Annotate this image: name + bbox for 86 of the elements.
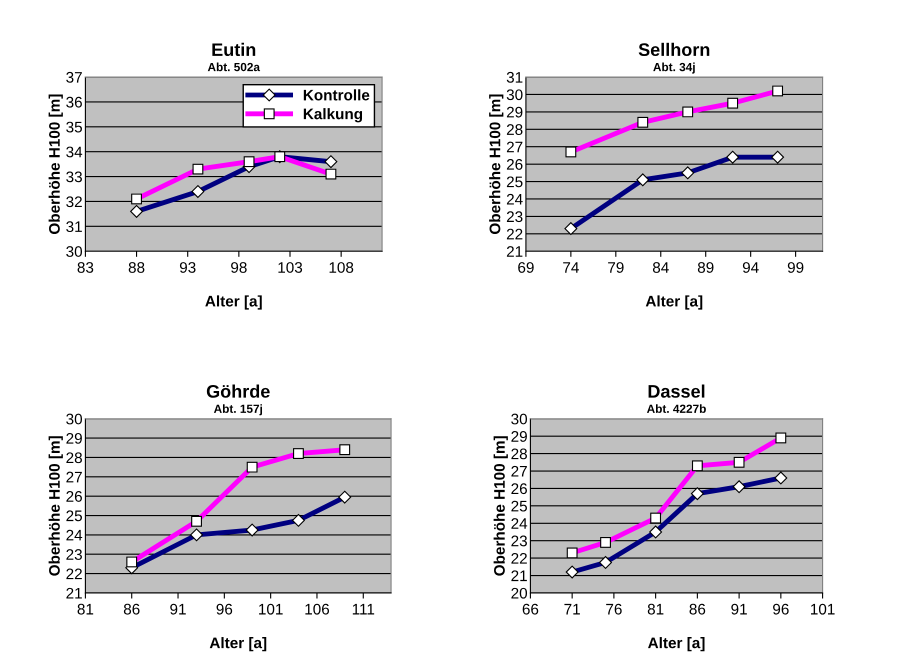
y-tick-label: 25	[506, 176, 522, 188]
chart-subtitle: Abt. 502a	[208, 62, 260, 72]
y-tick-label: 24	[511, 518, 528, 529]
legend-label: Kalkung	[304, 108, 362, 122]
x-tick-label: 86	[124, 604, 140, 615]
x-axis-title: Alter [a]	[648, 637, 705, 652]
y-tick-label: 30	[506, 89, 523, 100]
x-axis-title: Alter [a]	[205, 295, 262, 310]
x-axis-title: Alter [a]	[646, 295, 702, 310]
x-tick-label: 79	[608, 262, 624, 273]
y-tick-label: 34	[66, 146, 82, 158]
x-tick-label: 96	[773, 604, 789, 615]
y-axis-title: Oberhöhe H100 [m]	[494, 436, 508, 576]
y-tick-label: 28	[506, 124, 522, 135]
x-tick-label: 88	[128, 262, 144, 273]
y-tick-label: 26	[506, 159, 522, 170]
x-tick-label: 106	[305, 604, 330, 615]
y-tick-label: 30	[66, 414, 82, 424]
y-tick-label: 29	[66, 432, 82, 444]
legend-label: Kontrolle	[304, 89, 370, 100]
chart-title: Eutin	[212, 42, 256, 56]
y-tick-label: 27	[511, 466, 527, 477]
y-tick-label: 23	[506, 211, 522, 222]
x-tick-label: 93	[180, 262, 196, 273]
x-tick-label: 91	[170, 604, 186, 615]
x-tick-label: 83	[78, 262, 94, 273]
y-tick-label: 28	[511, 448, 527, 460]
y-axis-title: Oberhöhe H100 [m]	[489, 94, 504, 234]
x-axis-title: Alter [a]	[210, 637, 266, 652]
x-tick-label: 74	[563, 262, 579, 273]
x-tick-label: 66	[522, 604, 538, 615]
chart-title: Göhrde	[206, 384, 270, 398]
x-tick-label: 108	[330, 262, 354, 273]
x-tick-label: 96	[216, 604, 232, 615]
y-tick-label: 37	[66, 72, 82, 83]
y-tick-label: 21	[506, 246, 522, 257]
x-tick-label: 103	[278, 262, 302, 273]
y-tick-label: 22	[66, 568, 82, 580]
y-tick-label: 30	[66, 246, 82, 257]
y-tick-label: 22	[511, 552, 527, 564]
x-tick-label: 81	[78, 604, 94, 615]
y-tick-label: 36	[66, 96, 82, 108]
x-tick-label: 101	[811, 604, 835, 615]
y-tick-label: 24	[506, 194, 523, 205]
y-tick-label: 35	[66, 122, 82, 133]
y-axis-title: Oberhöhe H100 [m]	[48, 436, 63, 576]
y-tick-label: 30	[511, 414, 528, 424]
y-tick-label: 24	[66, 530, 82, 540]
x-tick-label: 84	[652, 262, 669, 273]
y-tick-label: 25	[66, 510, 82, 522]
y-tick-label: 29	[511, 431, 527, 442]
x-tick-label: 89	[698, 262, 714, 273]
x-tick-label: 71	[564, 604, 580, 614]
y-tick-label: 23	[511, 536, 527, 546]
x-tick-label: 101	[259, 604, 283, 615]
y-tick-label: 22	[506, 228, 522, 240]
x-tick-label: 94	[742, 262, 759, 273]
y-tick-label: 23	[66, 549, 82, 560]
chart-subtitle: Abt. 4227b	[646, 404, 706, 413]
x-tick-label: 99	[788, 262, 804, 273]
chart-subtitle: Abt. 34j	[653, 62, 695, 74]
y-tick-label: 27	[506, 142, 522, 152]
y-tick-label: 32	[66, 196, 82, 208]
x-tick-label: 111	[352, 604, 374, 614]
y-tick-label: 25	[511, 500, 527, 512]
x-tick-label: 69	[518, 262, 534, 273]
y-axis-title: Oberhöhe H100 [m]	[48, 94, 63, 234]
y-tick-label: 28	[66, 452, 82, 464]
chart-subtitle: Abt. 157j	[214, 404, 262, 416]
y-tick-label: 27	[66, 472, 82, 482]
y-tick-label: 26	[66, 491, 82, 502]
y-tick-label: 33	[66, 171, 82, 182]
y-tick-label: 26	[511, 483, 527, 494]
x-tick-label: 98	[231, 262, 247, 273]
y-tick-label: 21	[511, 570, 527, 582]
x-tick-label: 86	[690, 604, 706, 615]
y-tick-label: 31	[506, 72, 522, 83]
y-tick-label: 31	[66, 221, 82, 232]
x-tick-label: 76	[606, 604, 622, 615]
y-tick-label: 29	[506, 106, 522, 118]
y-tick-label: 21	[66, 588, 82, 598]
chart-title: Dassel	[648, 384, 704, 398]
chart-title: Sellhorn	[638, 42, 710, 56]
x-tick-label: 81	[648, 604, 664, 615]
x-tick-label: 91	[731, 604, 747, 615]
y-tick-label: 20	[511, 588, 528, 599]
